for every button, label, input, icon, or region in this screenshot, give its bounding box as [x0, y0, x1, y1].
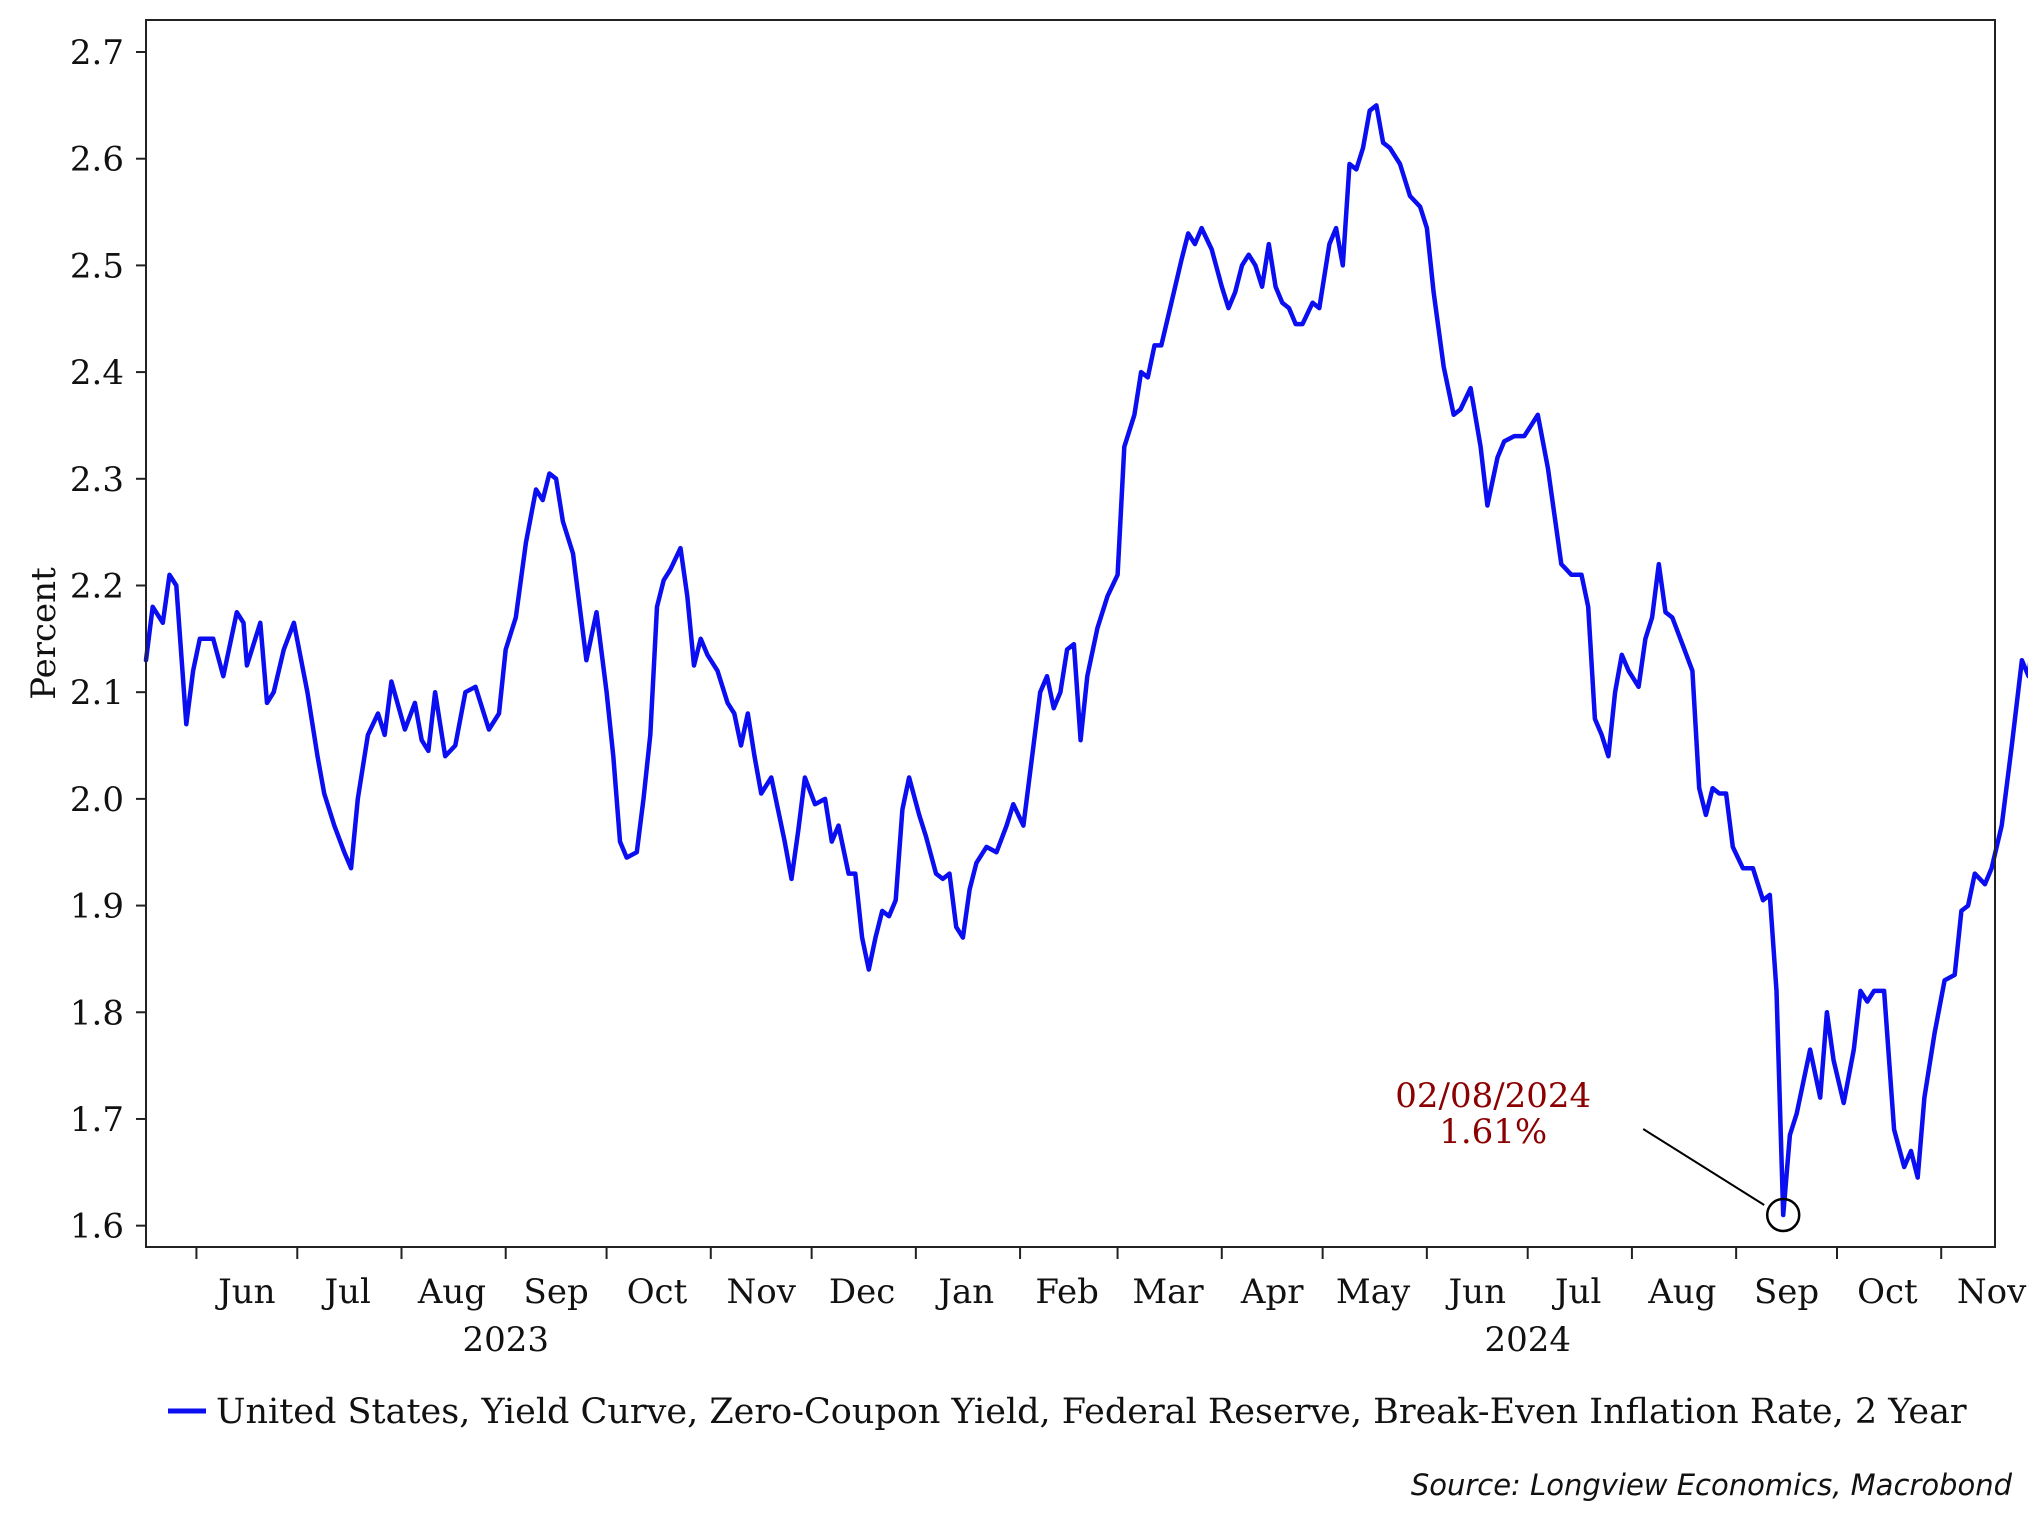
annotation-marker	[1765, 1197, 1801, 1233]
legend-entry-label: United States, Yield Curve, Zero-Coupon …	[216, 1392, 1967, 1432]
y-tick-label: 2.5	[70, 246, 124, 286]
y-tick-label: 2.2	[70, 566, 124, 606]
x-tick-label: Nov	[726, 1272, 796, 1312]
annotation-leader	[1642, 1128, 1765, 1206]
source-note: Source: Longview Economics, Macrobond	[1411, 1468, 2013, 1502]
y-tick-label: 1.9	[70, 887, 124, 927]
x-tick-label: Aug	[1647, 1272, 1716, 1312]
x-tick-label: Feb	[1035, 1272, 1099, 1312]
y-tick-label: 2.1	[70, 673, 124, 713]
x-tick-label: Jun	[1446, 1272, 1506, 1312]
x-tick-label: Jan	[935, 1272, 994, 1312]
series-layer	[143, 103, 2028, 1218]
x-tick-label: Jul	[1552, 1272, 1601, 1312]
annotation-date: 02/08/2024	[1395, 1076, 1591, 1116]
x-tick-label: Nov	[1957, 1272, 2027, 1312]
y-tick-label: 2.0	[70, 780, 124, 820]
x-tick-label: Apr	[1240, 1272, 1304, 1312]
x-tick-label: Sep	[524, 1272, 589, 1312]
x-tick-label: Mar	[1132, 1272, 1204, 1312]
y-tick-label: 1.6	[70, 1207, 124, 1247]
legend: United States, Yield Curve, Zero-Coupon …	[168, 1392, 1967, 1432]
y-tick-label: 2.7	[70, 33, 124, 73]
x-year-label: 2023	[462, 1320, 549, 1360]
x-tick-label: Sep	[1754, 1272, 1819, 1312]
y-axis-title: Percent	[24, 567, 64, 700]
y-tick-label: 1.7	[70, 1100, 124, 1140]
x-tick-label: Dec	[829, 1272, 895, 1312]
x-tick-label: Jul	[322, 1272, 371, 1312]
x-tick-label: Aug	[417, 1272, 486, 1312]
y-tick-label: 1.8	[70, 993, 124, 1033]
x-tick-label: Jun	[215, 1272, 275, 1312]
annotation-value: 1.61%	[1439, 1112, 1547, 1152]
x-tick-label: May	[1336, 1272, 1411, 1312]
series-line-1	[143, 103, 2028, 1218]
y-tick-label: 2.3	[70, 460, 124, 500]
y-tick-label: 2.4	[70, 353, 124, 393]
x-axis: Jun Jul Aug Sep Oct Nov Dec Jan Feb Mar Apr May Jun J…	[195, 1247, 2027, 1360]
x-tick-label: Oct	[1857, 1272, 1918, 1312]
x-tick-label: Oct	[627, 1272, 688, 1312]
plot-frame	[145, 19, 1996, 1248]
x-year-label: 2024	[1484, 1320, 1571, 1360]
y-tick-label: 2.6	[70, 140, 124, 180]
y-axis: 1.6 1.7 1.8 1.9 2.0 2.1 2.2 2.3 2.4 2.5 2.6 2.7	[70, 33, 146, 1247]
